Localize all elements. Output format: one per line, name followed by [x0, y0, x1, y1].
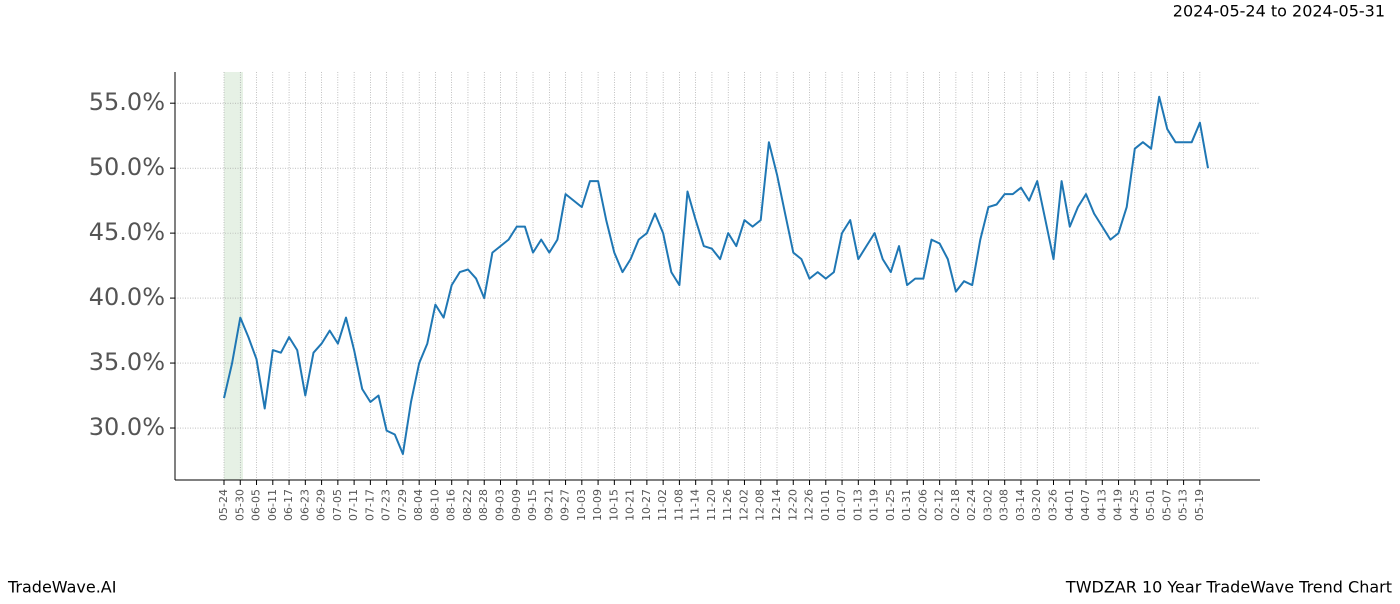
x-tick-label: 09-15	[526, 489, 539, 521]
x-tick-label: 12-20	[786, 489, 799, 521]
x-tick-label: 03-02	[981, 489, 994, 521]
y-tick-label: 55.0%	[89, 88, 165, 116]
trend-line	[223, 95, 1209, 455]
chart-title: TWDZAR 10 Year TradeWave Trend Chart	[1065, 578, 1392, 597]
x-tick-label: 09-03	[493, 489, 506, 521]
brand: TradeWave.AI	[7, 578, 116, 597]
x-tick-label: 06-05	[250, 489, 263, 521]
x-tick-label: 05-19	[1193, 489, 1206, 521]
x-tick-label: 08-04	[412, 489, 425, 521]
x-tick-label: 05-24	[217, 489, 230, 521]
y-tick-label: 50.0%	[89, 153, 165, 181]
x-tick-label: 07-23	[380, 489, 393, 521]
x-tick-label: 05-01	[1144, 489, 1157, 521]
x-tick-label: 07-29	[396, 489, 409, 521]
x-tick-label: 01-07	[835, 489, 848, 521]
x-tick-label: 12-26	[803, 489, 816, 521]
x-tick-label: 05-07	[1160, 489, 1173, 521]
x-tick-label: 07-17	[363, 489, 376, 521]
x-tick-label: 04-13	[1095, 489, 1108, 521]
x-tick-label: 07-11	[347, 489, 360, 521]
x-tick-label: 08-22	[461, 489, 474, 521]
x-tick-label: 06-11	[266, 489, 279, 521]
x-tick-label: 06-23	[298, 489, 311, 521]
x-tick-label: 09-27	[559, 489, 572, 521]
x-tick-label: 10-09	[591, 489, 604, 521]
x-tick-label: 02-06	[916, 489, 929, 521]
y-tick-label: 40.0%	[89, 283, 165, 311]
x-tick-label: 10-27	[640, 489, 653, 521]
x-tick-label: 11-26	[721, 489, 734, 521]
x-tick-label: 01-31	[900, 489, 913, 521]
x-tick-label: 03-08	[998, 489, 1011, 521]
x-tick-label: 01-25	[884, 489, 897, 521]
x-tick-label: 11-08	[672, 489, 685, 521]
x-tick-label: 03-20	[1030, 489, 1043, 521]
x-tick-label: 09-09	[510, 489, 523, 521]
x-tick-label: 08-16	[445, 489, 458, 521]
x-tick-label: 08-10	[428, 489, 441, 521]
y-tick-label: 35.0%	[89, 348, 165, 376]
x-tick-label: 12-08	[754, 489, 767, 521]
x-tick-label: 01-13	[851, 489, 864, 521]
x-tick-label: 03-26	[1046, 489, 1059, 521]
y-tick-label: 30.0%	[89, 413, 165, 441]
x-tick-label: 02-24	[965, 489, 978, 521]
x-tick-label: 04-19	[1112, 489, 1125, 521]
x-tick-label: 08-28	[477, 489, 490, 521]
x-tick-label: 06-17	[282, 489, 295, 521]
x-tick-label: 01-19	[868, 489, 881, 521]
x-tick-label: 04-07	[1079, 489, 1092, 521]
x-tick-label: 05-13	[1177, 489, 1190, 521]
x-tick-label: 10-21	[624, 489, 637, 521]
x-tick-label: 12-14	[770, 489, 783, 521]
x-tick-label: 02-12	[933, 489, 946, 521]
x-tick-label: 11-20	[705, 489, 718, 521]
highlight-band	[224, 72, 243, 480]
date-range: 2024-05-24 to 2024-05-31	[1173, 2, 1385, 21]
x-tick-label: 03-14	[1014, 489, 1027, 521]
x-tick-label: 01-01	[819, 489, 832, 521]
x-tick-label: 09-21	[542, 489, 555, 521]
x-tick-label: 11-14	[689, 489, 702, 521]
x-tick-label: 04-01	[1063, 489, 1076, 521]
x-tick-label: 02-18	[949, 489, 962, 521]
x-tick-label: 11-02	[656, 489, 669, 521]
x-tick-label: 12-02	[737, 489, 750, 521]
x-tick-label: 06-29	[315, 489, 328, 521]
x-tick-label: 10-15	[607, 489, 620, 521]
y-tick-label: 45.0%	[89, 218, 165, 246]
x-tick-label: 07-05	[331, 489, 344, 521]
x-tick-label: 04-25	[1128, 489, 1141, 521]
x-tick-label: 05-30	[233, 489, 246, 521]
x-tick-label: 10-03	[575, 489, 588, 521]
